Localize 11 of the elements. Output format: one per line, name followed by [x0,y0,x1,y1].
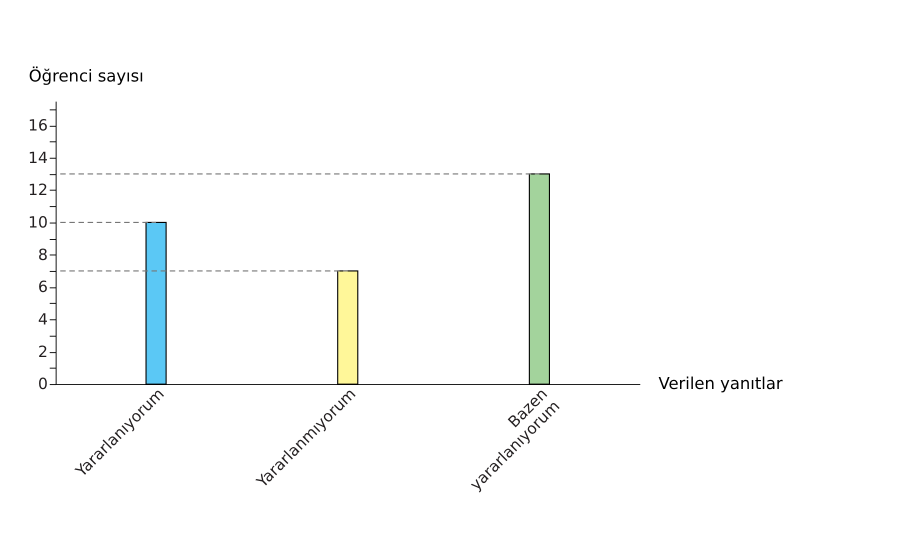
y-tick-label: 6 [38,278,48,296]
x-axis-title: Verilen yanıtlar [658,374,783,394]
y-tick-label: 12 [28,181,48,200]
y-tick-label: 0 [38,375,48,394]
y-tick-label: 2 [38,342,48,361]
y-axis-title: Öğrenci sayısı [28,66,144,86]
y-tick-label: 4 [38,310,48,328]
y-tick-label: 8 [38,246,48,264]
y-tick-label: 16 [28,116,48,134]
y-tick-label: 10 [28,213,48,232]
y-tick-label: 14 [28,148,48,167]
